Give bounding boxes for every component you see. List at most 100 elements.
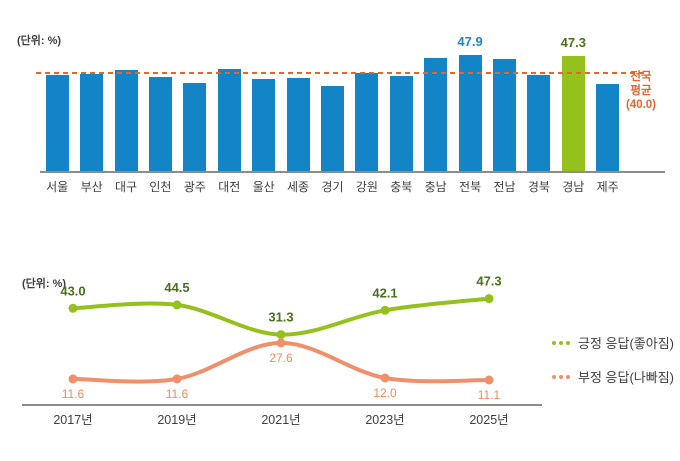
bar-slot-부산 — [74, 52, 108, 172]
bar-chart-x-axis — [40, 171, 665, 173]
data-point-0-1 — [172, 300, 182, 310]
bar-slot-전북: 47.9 — [453, 34, 487, 172]
bar-slot-강원 — [350, 52, 384, 172]
bar-전북 — [458, 54, 482, 172]
bar-전남 — [492, 58, 516, 172]
bar-강원 — [355, 72, 379, 172]
line-plot-area: 2017년 2019년 2021년 2023년 2025년 43.0 44.5 31.3 42.… — [22, 274, 542, 427]
bar-인천 — [148, 76, 172, 172]
data-point-label-1-3: 12.0 — [373, 386, 397, 400]
legend-dot-icon — [559, 374, 563, 379]
bar-category-label-전북: 전북 — [459, 180, 482, 194]
bar-category-label-경북: 경북 — [527, 180, 550, 194]
legend-label-1: 부정 응답(나빠짐) — [578, 370, 674, 385]
national-average-dashed-line — [36, 72, 646, 74]
legend-entry-0: 긍정 응답(좋아짐) — [552, 333, 674, 352]
bar-category-label-부산: 부산 — [80, 180, 103, 194]
bar-slot-광주 — [178, 52, 212, 172]
bar-category-labels: 서울 부산 대구 인천 광주 대전 울산 세종 경기 강원 충북 충남 전북 전남 경북 경남 제주 — [40, 178, 625, 195]
bar-slot-대전 — [212, 52, 246, 172]
legend-dot-icon — [566, 340, 570, 345]
data-point-label-1-1: 11.6 — [166, 387, 189, 401]
data-point-label-1-2: 27.6 — [269, 351, 293, 365]
unit-label-top: (단위: %) — [17, 35, 62, 47]
bar-slot-경남: 47.3 — [556, 35, 590, 172]
bar-slot-세종 — [281, 52, 315, 172]
bar-경기 — [320, 86, 344, 172]
data-point-0-4 — [484, 294, 494, 304]
bar-category-label-대전: 대전 — [218, 180, 241, 194]
bar-세종 — [286, 78, 310, 172]
x-tick-label-2025년: 2025년 — [469, 413, 508, 427]
bar-slot-충북 — [384, 52, 418, 172]
bar-서울 — [45, 74, 69, 172]
bar-category-label-충북: 충북 — [390, 180, 413, 194]
bar-울산 — [252, 78, 276, 172]
data-point-0-3 — [380, 305, 390, 315]
data-point-label-1-0: 11.6 — [62, 387, 85, 401]
legend-dot-icon — [552, 340, 556, 345]
bar-제주 — [596, 84, 620, 172]
bar-충남 — [424, 58, 448, 172]
data-point-label-0-1: 44.5 — [164, 280, 189, 295]
data-point-1-2 — [276, 338, 286, 348]
bar-category-label-제주: 제주 — [596, 180, 619, 194]
bar-slot-경북 — [522, 52, 556, 172]
bar-slot-전남 — [487, 52, 521, 172]
x-tick-label-2023년: 2023년 — [365, 413, 404, 427]
legend-dot-icon — [566, 374, 570, 379]
bar-경남 — [561, 56, 585, 172]
bar-category-label-경기: 경기 — [321, 180, 344, 194]
bar-category-label-강원: 강원 — [355, 180, 378, 194]
bar-plot-area: 47.9 47.3 — [40, 34, 625, 172]
legend-dotted-marker-icon — [552, 340, 570, 345]
bar-경북 — [527, 75, 551, 172]
legend-dot-icon — [559, 340, 563, 345]
bar-광주 — [183, 83, 207, 172]
unit-label-bottom: (단위: %) — [22, 278, 67, 290]
bar-부산 — [80, 74, 104, 172]
data-point-1-3 — [380, 373, 390, 383]
bar-value-label-전북: 47.9 — [457, 33, 483, 49]
bar-category-label-충남: 충남 — [424, 180, 447, 194]
bar-category-label-전남: 전남 — [493, 180, 516, 194]
data-point-label-0-3: 42.1 — [372, 285, 397, 300]
bar-value-label-경남: 47.3 — [560, 35, 586, 51]
bar-대구 — [114, 70, 138, 172]
bar-충북 — [389, 76, 413, 172]
bar-category-label-서울: 서울 — [46, 180, 69, 194]
legend-label-0: 긍정 응답(좋아짐) — [578, 336, 674, 351]
bar-category-label-경남: 경남 — [562, 180, 585, 194]
legend: 긍정 응답(좋아짐) 부정 응답(나빠짐) — [552, 333, 674, 386]
data-point-label-0-0: 43.0 — [60, 283, 85, 298]
bar-category-label-세종: 세종 — [287, 180, 310, 194]
bar-category-label-광주: 광주 — [183, 180, 206, 194]
legend-entry-1: 부정 응답(나빠짐) — [552, 367, 674, 386]
data-point-0-0 — [68, 303, 78, 313]
data-point-1-0 — [68, 374, 78, 384]
bar-slot-인천 — [143, 52, 177, 172]
bar-slot-대구 — [109, 52, 143, 172]
bar-slot-제주 — [591, 52, 625, 172]
bar-slot-서울 — [40, 52, 74, 172]
legend-dot-icon — [552, 374, 556, 379]
data-point-label-0-2: 31.3 — [268, 310, 293, 325]
bar-category-label-울산: 울산 — [252, 180, 275, 194]
bar-category-label-대구: 대구 — [114, 180, 138, 194]
x-tick-label-2019년: 2019년 — [157, 413, 196, 427]
data-point-1-4 — [484, 375, 494, 385]
data-point-0-2 — [276, 330, 286, 340]
bar-대전 — [217, 69, 241, 172]
bar-category-label-인천: 인천 — [149, 180, 172, 194]
x-tick-label-2021년: 2021년 — [261, 413, 300, 427]
data-point-label-0-4: 47.3 — [476, 274, 501, 289]
data-point-1-1 — [172, 374, 182, 384]
data-point-label-1-4: 11.1 — [478, 388, 501, 402]
x-tick-label-2017년: 2017년 — [53, 413, 92, 427]
bar-slot-경기 — [315, 52, 349, 172]
legend-dotted-marker-icon — [552, 374, 570, 379]
bar-slot-울산 — [246, 52, 280, 172]
national-average-label: 전국 평균 (40.0) — [625, 71, 657, 112]
bar-slot-충남 — [418, 52, 452, 172]
